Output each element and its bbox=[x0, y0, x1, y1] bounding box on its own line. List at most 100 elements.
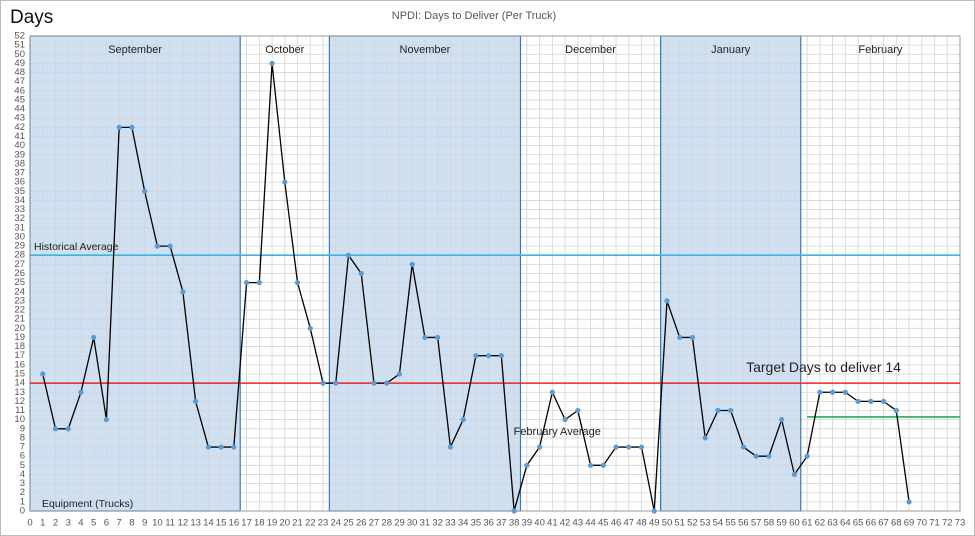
x-tick-label: 72 bbox=[942, 518, 953, 529]
y-tick-label: 27 bbox=[14, 259, 25, 270]
data-point bbox=[791, 471, 797, 478]
y-tick-label: 51 bbox=[14, 40, 25, 51]
y-tick-label: 31 bbox=[14, 222, 25, 233]
data-point bbox=[371, 380, 377, 386]
data-point bbox=[52, 426, 59, 432]
data-point bbox=[447, 444, 454, 450]
y-tick-label: 35 bbox=[14, 186, 25, 197]
data-point bbox=[536, 444, 543, 450]
x-tick-label: 46 bbox=[611, 518, 622, 529]
data-point bbox=[40, 371, 46, 377]
y-tick-label: 9 bbox=[20, 423, 25, 434]
data-point bbox=[154, 243, 160, 249]
data-point bbox=[855, 398, 861, 404]
x-tick-label: 21 bbox=[292, 518, 303, 529]
y-tick-label: 40 bbox=[14, 140, 25, 151]
y-tick-label: 44 bbox=[14, 104, 25, 115]
x-tick-label: 42 bbox=[560, 518, 571, 529]
data-point bbox=[243, 280, 250, 286]
y-tick-label: 6 bbox=[20, 451, 25, 462]
x-tick-label: 12 bbox=[178, 518, 189, 529]
x-tick-label: 59 bbox=[776, 518, 787, 529]
x-tick-label: 31 bbox=[420, 518, 431, 529]
data-point bbox=[893, 407, 899, 414]
x-tick-label: 9 bbox=[142, 518, 147, 529]
data-point bbox=[384, 380, 390, 386]
data-point bbox=[193, 398, 199, 404]
y-tick-label: 5 bbox=[20, 460, 25, 471]
x-tick-label: 6 bbox=[104, 518, 109, 529]
x-tick-label: 69 bbox=[904, 518, 915, 529]
y-tick-label: 19 bbox=[14, 332, 25, 343]
data-point bbox=[333, 380, 339, 386]
data-point bbox=[677, 334, 683, 341]
y-tick-label: 45 bbox=[14, 94, 25, 105]
data-point bbox=[256, 280, 262, 286]
x-tick-label: 26 bbox=[356, 518, 367, 529]
month-label: December bbox=[565, 44, 616, 56]
x-tick-label: 11 bbox=[165, 518, 175, 529]
x-tick-label: 63 bbox=[827, 518, 838, 529]
data-point bbox=[294, 280, 301, 286]
y-tick-label: 24 bbox=[14, 286, 25, 297]
x-tick-label: 45 bbox=[598, 518, 609, 529]
y-tick-label: 25 bbox=[14, 277, 25, 288]
x-tick-label: 66 bbox=[866, 518, 877, 529]
data-point bbox=[906, 499, 912, 505]
y-tick-label: 0 bbox=[20, 506, 25, 517]
x-tick-label: 52 bbox=[687, 518, 698, 529]
y-tick-label: 41 bbox=[14, 131, 25, 142]
x-tick-label: 3 bbox=[66, 518, 71, 529]
data-point bbox=[422, 334, 428, 341]
y-tick-label: 2 bbox=[20, 487, 25, 498]
x-tick-label: 37 bbox=[496, 518, 507, 529]
x-tick-label: 65 bbox=[853, 518, 864, 529]
y-tick-label: 52 bbox=[14, 31, 25, 42]
y-axis-title: Days bbox=[10, 7, 53, 28]
data-point bbox=[142, 188, 148, 194]
x-tick-label: 36 bbox=[483, 518, 494, 529]
data-point bbox=[715, 407, 721, 414]
x-tick-label: 48 bbox=[636, 518, 647, 529]
data-point bbox=[728, 407, 734, 414]
x-tick-label: 1 bbox=[40, 518, 45, 529]
data-point bbox=[702, 435, 708, 441]
x-tick-label: 20 bbox=[280, 518, 291, 529]
data-point bbox=[766, 453, 772, 459]
y-tick-label: 7 bbox=[20, 442, 25, 453]
data-point bbox=[396, 371, 403, 377]
x-tick-label: 24 bbox=[330, 518, 341, 529]
x-tick-label: 14 bbox=[203, 518, 214, 529]
x-tick-label: 39 bbox=[522, 518, 533, 529]
y-tick-label: 10 bbox=[14, 414, 25, 425]
x-tick-label: 38 bbox=[509, 518, 520, 529]
data-point bbox=[664, 298, 670, 304]
y-tick-label: 14 bbox=[14, 378, 25, 389]
data-point bbox=[626, 444, 632, 450]
x-tick-label: 73 bbox=[955, 518, 966, 529]
data-point bbox=[830, 389, 836, 395]
x-tick-label: 22 bbox=[305, 518, 316, 529]
data-point bbox=[103, 417, 110, 423]
data-point bbox=[651, 508, 657, 514]
x-tick-label: 25 bbox=[343, 518, 354, 529]
data-point bbox=[345, 252, 352, 258]
y-tick-label: 43 bbox=[14, 113, 25, 124]
data-point bbox=[638, 444, 645, 450]
data-point bbox=[167, 243, 173, 249]
reference-label: February Average bbox=[514, 426, 601, 438]
data-point bbox=[205, 444, 211, 450]
data-point bbox=[600, 462, 606, 468]
y-tick-label: 15 bbox=[14, 368, 25, 379]
x-tick-label: 50 bbox=[662, 518, 673, 529]
x-tick-label: 44 bbox=[585, 518, 596, 529]
y-tick-label: 46 bbox=[14, 85, 25, 96]
data-point bbox=[460, 417, 466, 423]
x-tick-label: 53 bbox=[700, 518, 711, 529]
y-tick-label: 26 bbox=[14, 268, 25, 279]
y-tick-label: 49 bbox=[14, 58, 25, 69]
data-point bbox=[817, 389, 823, 395]
x-tick-label: 4 bbox=[78, 518, 83, 529]
x-tick-label: 13 bbox=[190, 518, 201, 529]
